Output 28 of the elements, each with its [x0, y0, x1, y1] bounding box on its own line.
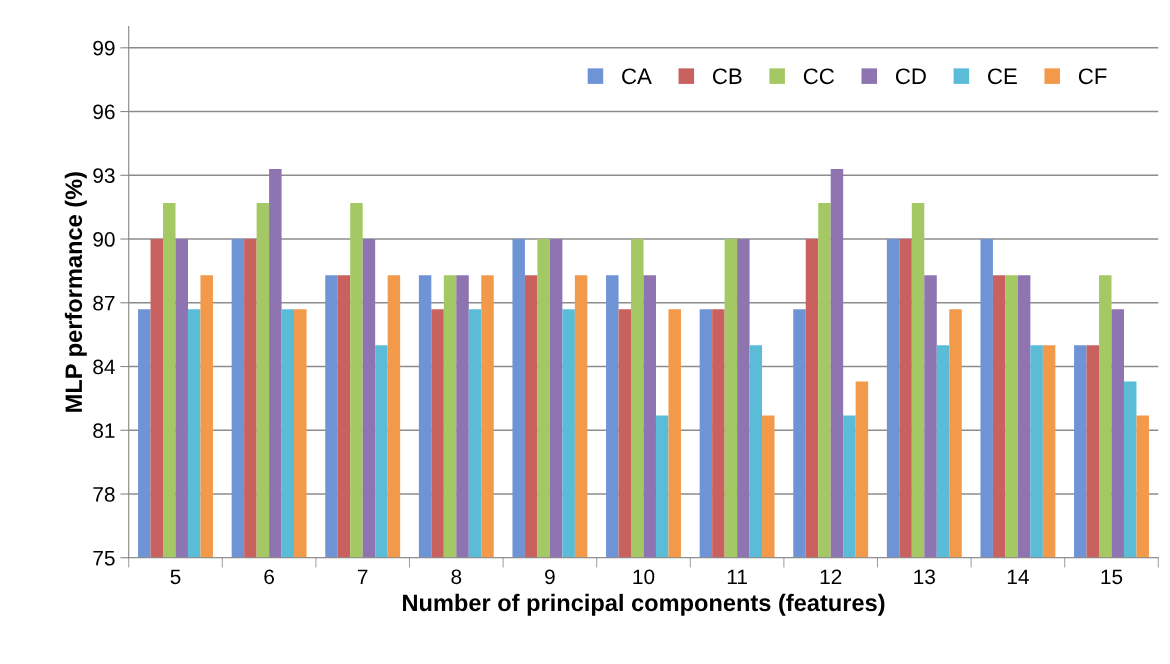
x-tick-label: 14 — [1007, 569, 1029, 584]
legend-label: CA — [622, 68, 652, 85]
y-tick-label: 90 — [93, 232, 115, 247]
y-tick-label: 78 — [93, 487, 115, 502]
legend-label: CD — [895, 68, 926, 85]
legend-label: CB — [712, 68, 742, 85]
y-tick-label: 81 — [93, 423, 115, 439]
x-tick-label: 13 — [914, 569, 935, 585]
x-tick-label: 12 — [820, 569, 842, 584]
y-tick-label: 99 — [93, 40, 115, 56]
y-tick-label: 96 — [93, 104, 115, 120]
legend-label: CF — [1078, 68, 1107, 85]
y-tick-label: 87 — [93, 295, 115, 311]
x-tick-label: 9 — [545, 569, 555, 585]
x-tick-label: 6 — [264, 569, 274, 585]
x-tick-label: 7 — [357, 569, 368, 584]
x-tick-label: 5 — [170, 569, 181, 585]
y-tick-label: 75 — [93, 550, 115, 566]
y-tick-label: 93 — [93, 168, 115, 184]
legend-label: CC — [803, 68, 834, 85]
x-tick-label: 10 — [633, 569, 655, 585]
y-tick-label: 84 — [93, 359, 115, 375]
y-axis-title: MLP performance (%) — [64, 172, 87, 412]
x-tick-label: 15 — [1101, 569, 1123, 585]
x-axis-title: Number of principal components (features) — [403, 593, 885, 616]
x-tick-label: 11 — [727, 569, 747, 584]
legend-label: CE — [988, 68, 1017, 85]
x-tick-label: 8 — [451, 569, 462, 585]
